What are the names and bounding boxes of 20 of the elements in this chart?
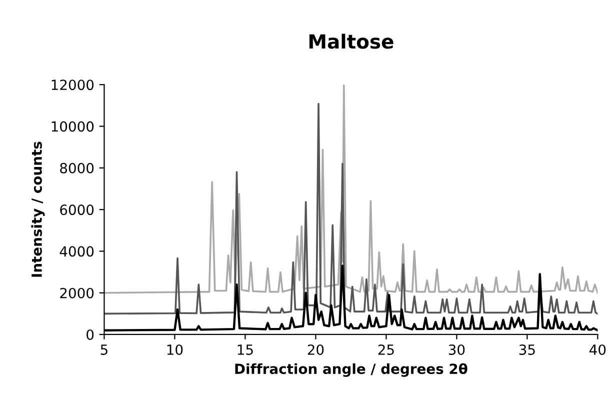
- x-tick-label: 20: [308, 344, 324, 355]
- line-series: [104, 84, 598, 294]
- y-tick-label: 0: [86, 329, 94, 340]
- y-tick-label: 6000: [60, 204, 94, 216]
- line-series: [104, 102, 598, 315]
- x-tick-label: 10: [167, 344, 183, 355]
- y-tick-label: 12000: [52, 80, 94, 90]
- x-tick-label: 25: [378, 344, 394, 355]
- y-tick-label: 4000: [60, 246, 94, 257]
- y-axis-title: Intensity / counts: [31, 142, 45, 277]
- chart-title: Maltose: [309, 34, 394, 49]
- x-tick-label: 40: [590, 344, 606, 355]
- y-tick-label: 8000: [60, 162, 94, 174]
- x-tick-label: 35: [519, 344, 535, 355]
- x-tick-label: 30: [448, 344, 465, 355]
- x-tick-label: 15: [238, 344, 253, 355]
- x-axis-title: Diffraction angle / degrees 2θ: [235, 363, 468, 377]
- x-tick-label: 5: [100, 344, 108, 355]
- y-tick-label: 2000: [60, 288, 94, 298]
- y-tick-label: 10000: [52, 121, 94, 132]
